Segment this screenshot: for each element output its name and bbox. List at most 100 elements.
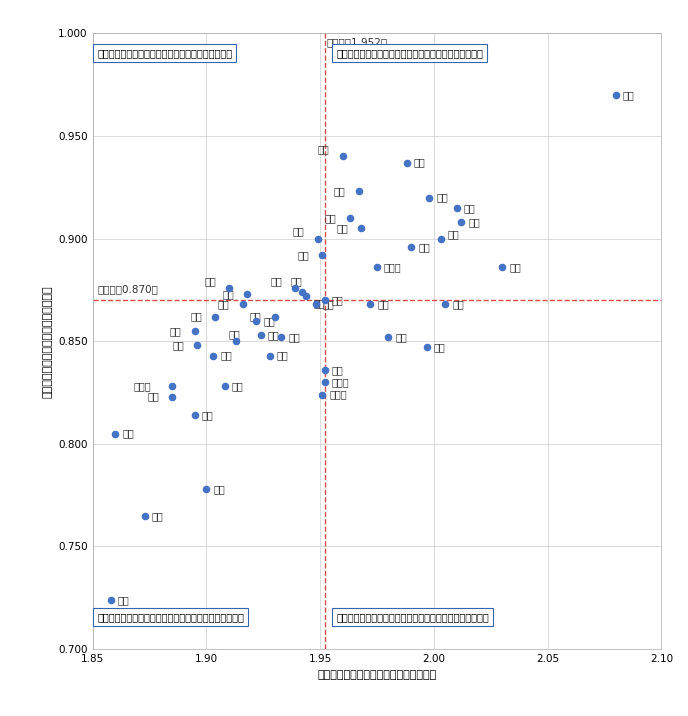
Text: 栃木: 栃木 bbox=[325, 213, 336, 223]
Text: 香川: 香川 bbox=[231, 382, 244, 392]
Point bbox=[451, 202, 462, 213]
Text: 福井: 福井 bbox=[220, 351, 232, 361]
Point bbox=[337, 151, 348, 163]
Text: 山口: 山口 bbox=[147, 392, 159, 402]
Text: 長崎: 長崎 bbox=[323, 299, 334, 309]
Point bbox=[219, 381, 230, 392]
Point bbox=[383, 332, 394, 343]
Text: 兵庫: 兵庫 bbox=[509, 262, 521, 272]
Text: 岐阜: 岐阜 bbox=[277, 351, 289, 361]
Text: 奈良: 奈良 bbox=[318, 145, 330, 155]
Text: 徳島: 徳島 bbox=[191, 311, 202, 321]
Text: 北海道: 北海道 bbox=[332, 377, 350, 387]
Point bbox=[269, 311, 280, 322]
Point bbox=[265, 350, 276, 362]
Point bbox=[319, 377, 330, 388]
Text: 沖縄: 沖縄 bbox=[118, 595, 129, 605]
Text: 愛媛: 愛媛 bbox=[122, 429, 134, 439]
Point bbox=[497, 261, 508, 273]
Point bbox=[344, 213, 355, 224]
Point bbox=[166, 381, 178, 392]
Point bbox=[317, 249, 328, 261]
Point bbox=[241, 289, 252, 300]
Point bbox=[319, 364, 330, 376]
Point bbox=[372, 261, 383, 273]
Point bbox=[105, 594, 116, 606]
Point bbox=[301, 290, 312, 301]
Text: （平均：0.870）: （平均：0.870） bbox=[97, 284, 158, 294]
Point bbox=[422, 342, 433, 353]
Text: 長野: 長野 bbox=[464, 203, 475, 213]
Text: 山梨: 山梨 bbox=[413, 158, 425, 168]
Text: 福島: 福島 bbox=[314, 298, 325, 308]
Point bbox=[310, 299, 321, 310]
Text: 滋賀: 滋賀 bbox=[204, 276, 216, 286]
Text: 佐賀: 佐賀 bbox=[452, 299, 464, 309]
Point bbox=[290, 282, 301, 294]
Point bbox=[276, 332, 287, 343]
Point bbox=[189, 325, 200, 337]
Text: 青森: 青森 bbox=[172, 340, 184, 350]
Point bbox=[297, 286, 308, 298]
Text: 島根: 島根 bbox=[270, 276, 282, 286]
Point bbox=[354, 185, 365, 197]
Text: 広島: 広島 bbox=[213, 484, 225, 494]
Point bbox=[319, 294, 330, 306]
Text: 東京: 東京 bbox=[217, 299, 230, 309]
Text: 群馬: 群馬 bbox=[468, 217, 480, 227]
Point bbox=[455, 216, 466, 228]
Text: 宮崎: 宮崎 bbox=[264, 316, 275, 326]
Text: 新潟: 新潟 bbox=[377, 299, 389, 309]
Point bbox=[317, 389, 328, 400]
Point bbox=[401, 157, 412, 168]
Point bbox=[210, 311, 221, 322]
Text: 波及力は大きいが、自地域当該部門以外への影響は小さい: 波及力は大きいが、自地域当該部門以外への影響は小さい bbox=[336, 612, 488, 622]
Text: 鳥取: 鳥取 bbox=[334, 186, 345, 196]
Point bbox=[230, 336, 241, 347]
Text: 千葉: 千葉 bbox=[332, 365, 343, 375]
Text: 茨城: 茨城 bbox=[396, 332, 407, 342]
Point bbox=[201, 483, 212, 495]
Text: 石川: 石川 bbox=[250, 311, 261, 321]
Point bbox=[166, 391, 178, 402]
Text: 大阪: 大阪 bbox=[268, 330, 279, 340]
Point bbox=[610, 90, 621, 101]
Text: 波及力が大きく、自地域当該部門以外への影響が大きい: 波及力が大きく、自地域当該部門以外への影響が大きい bbox=[336, 48, 483, 58]
Text: 岡山: 岡山 bbox=[202, 410, 214, 420]
Text: 福岡: 福岡 bbox=[448, 229, 460, 239]
Text: 鹿児島: 鹿児島 bbox=[133, 382, 151, 392]
Point bbox=[312, 233, 323, 244]
Text: 波及力は小さいが自地域当該部門への影響が大きい: 波及力は小さいが自地域当該部門への影響が大きい bbox=[97, 48, 233, 58]
Point bbox=[110, 428, 121, 440]
X-axis label: （生産波及力（都道府県別産業平均））: （生産波及力（都道府県別産業平均）） bbox=[317, 669, 437, 679]
Point bbox=[189, 410, 200, 421]
Text: 山形: 山形 bbox=[293, 227, 305, 236]
Text: 富山: 富山 bbox=[229, 329, 241, 339]
Point bbox=[208, 350, 219, 362]
Text: 波及力が小さく、自地域当該部門以外への影響も小さい: 波及力が小さく、自地域当該部門以外への影響も小さい bbox=[97, 612, 244, 622]
Point bbox=[406, 241, 417, 253]
Point bbox=[440, 299, 451, 310]
Text: 熊本: 熊本 bbox=[288, 332, 300, 342]
Point bbox=[365, 299, 376, 310]
Text: 宮城: 宮城 bbox=[623, 90, 634, 100]
Text: 秋田: 秋田 bbox=[291, 276, 303, 286]
Text: 愛知: 愛知 bbox=[434, 342, 446, 352]
Text: 神奈川: 神奈川 bbox=[384, 262, 402, 272]
Text: 京都: 京都 bbox=[222, 289, 234, 299]
Point bbox=[255, 329, 266, 341]
Point bbox=[140, 510, 151, 521]
Text: 大分: 大分 bbox=[152, 511, 164, 521]
Text: 高知: 高知 bbox=[297, 250, 309, 260]
Point bbox=[192, 339, 203, 351]
Text: 岩手: 岩手 bbox=[336, 223, 348, 233]
Text: 平均: 平均 bbox=[332, 295, 343, 305]
Text: 静岡: 静岡 bbox=[418, 242, 430, 252]
Text: 和歌山: 和歌山 bbox=[330, 390, 347, 400]
Text: 埼玉: 埼玉 bbox=[436, 193, 448, 203]
Point bbox=[436, 233, 447, 244]
Point bbox=[237, 299, 248, 310]
Point bbox=[224, 282, 235, 294]
Text: 三重: 三重 bbox=[170, 326, 182, 336]
Point bbox=[251, 315, 262, 326]
